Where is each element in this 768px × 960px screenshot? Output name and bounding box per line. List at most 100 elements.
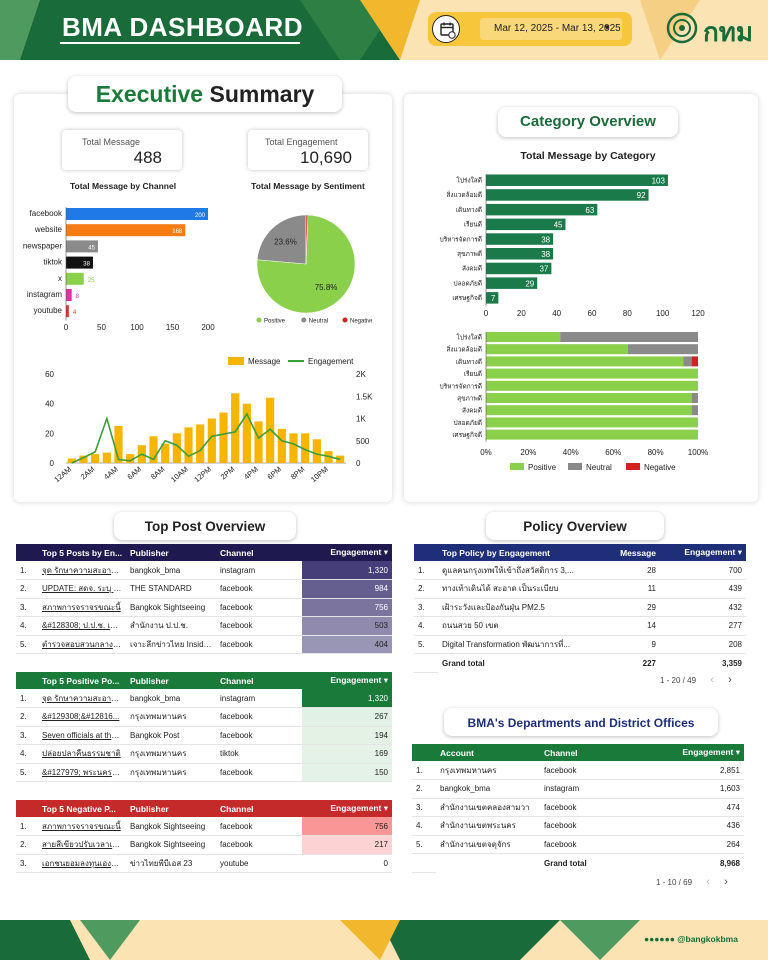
post-link[interactable]: UPDATE: สดจ. ระบุ 7 เจ้า... bbox=[38, 579, 126, 599]
facebook-icon[interactable]: ● bbox=[649, 934, 655, 944]
chevron-right-icon[interactable]: › bbox=[728, 674, 732, 686]
channel-bar bbox=[66, 305, 69, 318]
x-icon[interactable]: ● bbox=[644, 934, 650, 944]
sentiment-segment-neutral bbox=[691, 405, 698, 416]
column-header[interactable]: Channel bbox=[220, 675, 254, 686]
y-left-tick-label: 60 bbox=[45, 370, 54, 379]
column-header[interactable]: Publisher bbox=[130, 547, 169, 558]
hour-tick-label: 2PM bbox=[219, 465, 237, 482]
channel-value-label: 45 bbox=[88, 245, 95, 251]
post-link[interactable]: จุด รักษาความสะอาดกรุงเทพ bbox=[38, 561, 126, 580]
hour-tick-label: 6PM bbox=[266, 465, 284, 482]
message-cell: 29 bbox=[594, 598, 660, 617]
chevron-left-icon[interactable]: ‹ bbox=[706, 876, 710, 888]
table-row[interactable]: 3. เฝ้าระวังและป้องกันฝุ่น PM2.5 29 432 bbox=[414, 598, 746, 617]
category-bar bbox=[486, 262, 552, 275]
table-row[interactable]: 5.ตำรวจสอบสวนกลาง (CIB)...เจาะลึกข่าวไทย… bbox=[16, 635, 392, 654]
column-header[interactable]: Top 5 Posts by En... bbox=[42, 547, 123, 558]
engagement-cell: 0 bbox=[302, 854, 392, 873]
channel-bar bbox=[66, 289, 72, 301]
table-row[interactable]: 3. Seven officials at the... Bangkok Post f… bbox=[16, 726, 392, 745]
message-bar bbox=[196, 424, 205, 463]
column-header[interactable]: Top 5 Negative P... bbox=[42, 803, 116, 814]
sort-engagement-header[interactable]: Engagement ▾ bbox=[330, 547, 388, 557]
chevron-right-icon[interactable]: › bbox=[724, 876, 728, 888]
table-row[interactable]: 1.จุด รักษาความสะอาดกรุงเทพbangkok_bmain… bbox=[16, 561, 392, 580]
hour-tick-label: 8PM bbox=[289, 465, 307, 482]
channel-cell: facebook bbox=[216, 635, 302, 654]
calendar-icon[interactable] bbox=[432, 15, 460, 43]
chevron-left-icon[interactable]: ‹ bbox=[710, 674, 714, 686]
table-row[interactable]: 5. Digital Transformation พัฒนาการที่... 9… bbox=[414, 635, 746, 654]
post-link[interactable]: &#129308;&#12816... bbox=[38, 707, 126, 727]
table-row[interactable]: 1.จุด รักษาความสะอาดกรุงเทพbangkok_bmain… bbox=[16, 689, 392, 708]
post-link[interactable]: สภาพการจราจรขณะนี้ bbox=[38, 598, 126, 617]
message-bar bbox=[184, 427, 193, 463]
category-bar bbox=[486, 233, 554, 245]
post-link[interactable]: สายสีเขียวปรับเวลาเดินรถ bbox=[38, 835, 126, 855]
channel-cell: facebook bbox=[216, 707, 302, 727]
instagram-icon[interactable]: ● bbox=[659, 934, 665, 944]
sort-engagement-header[interactable]: Engagement ▾ bbox=[682, 747, 740, 757]
table-row[interactable]: 1. กรุงเทพมหานคร facebook 2,851 bbox=[412, 761, 744, 780]
sort-engagement-header[interactable]: Engagement ▾ bbox=[684, 547, 742, 557]
post-link[interactable]: ปล่อยปลาคืนธรรมชาติ bbox=[38, 744, 126, 764]
tiktok-icon[interactable]: ● bbox=[669, 934, 675, 944]
table-row[interactable]: 1. สภาพการจราจรขณะนี้ Bangkok Sightseeing f… bbox=[16, 817, 392, 836]
departments-pager: 1 - 10 / 69 ‹ › bbox=[656, 876, 728, 888]
line-icon[interactable]: ● bbox=[664, 934, 670, 944]
channel-cell: facebook bbox=[540, 798, 648, 817]
column-header[interactable]: Channel bbox=[544, 747, 578, 758]
column-header[interactable]: Publisher bbox=[130, 675, 169, 686]
post-link[interactable]: &#127979; พระนครยกระดับ... bbox=[38, 763, 126, 782]
hour-tick-label: 4PM bbox=[242, 465, 260, 482]
departments-title: BMA's Departments and District Offices bbox=[444, 708, 718, 736]
category-value-label: 45 bbox=[554, 221, 563, 230]
table-header-row: Account Channel Engagement ▾ bbox=[412, 744, 744, 761]
channel-tick-label: 150 bbox=[166, 323, 180, 332]
table-row[interactable]: 2. bangkok_bma instagram 1,603 bbox=[412, 779, 744, 799]
youtube-icon[interactable]: ● bbox=[654, 934, 660, 944]
hour-tick-label: 10PM bbox=[309, 465, 330, 484]
table-row[interactable]: 3. สภาพการจราจรขณะนี้ Bangkok Sightseeing f… bbox=[16, 598, 392, 617]
grand-total-label: Grand total bbox=[442, 658, 485, 668]
table-row[interactable]: 2.UPDATE: สดจ. ระบุ 7 เจ้า...THE STANDAR… bbox=[16, 579, 392, 599]
chevron-down-icon[interactable]: ▼ bbox=[603, 23, 611, 32]
table-row[interactable]: 4.&#128308; ป.ป.ช. เผยผล...สำนักงาน ป.ป.… bbox=[16, 616, 392, 636]
post-link[interactable]: &#128308; ป.ป.ช. เผยผล... bbox=[38, 616, 126, 636]
post-link[interactable]: ตำรวจสอบสวนกลาง (CIB)... bbox=[38, 635, 126, 654]
category-value-label: 103 bbox=[652, 177, 666, 186]
table-row[interactable]: 5. สำนักงานเขตจตุจักร facebook 264 bbox=[412, 835, 744, 854]
sentiment-segment-neutral bbox=[560, 332, 698, 342]
publisher-cell: bangkok_bma bbox=[126, 561, 216, 580]
column-header[interactable]: Channel bbox=[220, 547, 254, 558]
table-row[interactable]: 1. ดูแลคนกรุงเทพให้เข้าถึงสวัสดิการ 3,...… bbox=[414, 561, 746, 580]
post-link[interactable]: สภาพการจราจรขณะนี้ bbox=[38, 817, 126, 836]
column-header[interactable]: Account bbox=[440, 747, 474, 758]
sort-engagement-header[interactable]: Engagement ▾ bbox=[330, 803, 388, 813]
column-header[interactable]: Top 5 Positive Po... bbox=[42, 675, 120, 686]
post-link[interactable]: Seven officials at the... bbox=[38, 726, 126, 745]
category-bar bbox=[486, 277, 538, 289]
sentiment-legend-label: Positive bbox=[264, 319, 286, 325]
date-range-select[interactable]: Mar 12, 2025 - Mar 13, 2025 bbox=[480, 18, 622, 40]
table-row[interactable]: 3. สำนักงานเขตคลองสามวา facebook 474 bbox=[412, 798, 744, 817]
post-link[interactable]: จุด รักษาความสะอาดกรุงเทพ bbox=[38, 689, 126, 708]
table-row[interactable]: 5.&#127979; พระนครยกระดับ...กรุงเทพมหานค… bbox=[16, 763, 392, 782]
table-row[interactable]: 2. &#129308;&#12816... กรุงเทพมหานคร facebo… bbox=[16, 707, 392, 727]
column-header[interactable]: Top Policy by Engagement bbox=[442, 547, 550, 558]
engagement-cell: 432 bbox=[660, 598, 746, 617]
table-row[interactable]: 4. ถนนสวย 50 เขต 14 277 bbox=[414, 616, 746, 636]
table-row[interactable]: 2. ทางเท้าเดินได้ สะอาด เป็นระเบียบ 11 439 bbox=[414, 579, 746, 599]
column-header[interactable]: Channel bbox=[220, 803, 254, 814]
sort-engagement-header[interactable]: Engagement ▾ bbox=[330, 675, 388, 685]
column-header[interactable]: Publisher bbox=[130, 803, 169, 814]
channel-tick-label: 0 bbox=[64, 323, 69, 332]
column-header[interactable]: Message bbox=[620, 547, 656, 558]
table-row[interactable]: 4. ปล่อยปลาคืนธรรมชาติ กรุงเทพมหานคร tiktok… bbox=[16, 744, 392, 764]
table-row[interactable]: 4. สำนักงานเขตพระนคร facebook 436 bbox=[412, 816, 744, 836]
bma-logo-text: กทม bbox=[703, 17, 754, 47]
post-link[interactable]: เอกชนยอมลงทุนเองทั้งหมด bbox=[38, 854, 126, 873]
table-row[interactable]: 3.เอกชนยอมลงทุนเองทั้งหมดข่าวไทยพีบีเอส … bbox=[16, 854, 392, 873]
table-row[interactable]: 2. สายสีเขียวปรับเวลาเดินรถ Bangkok Sights… bbox=[16, 835, 392, 855]
